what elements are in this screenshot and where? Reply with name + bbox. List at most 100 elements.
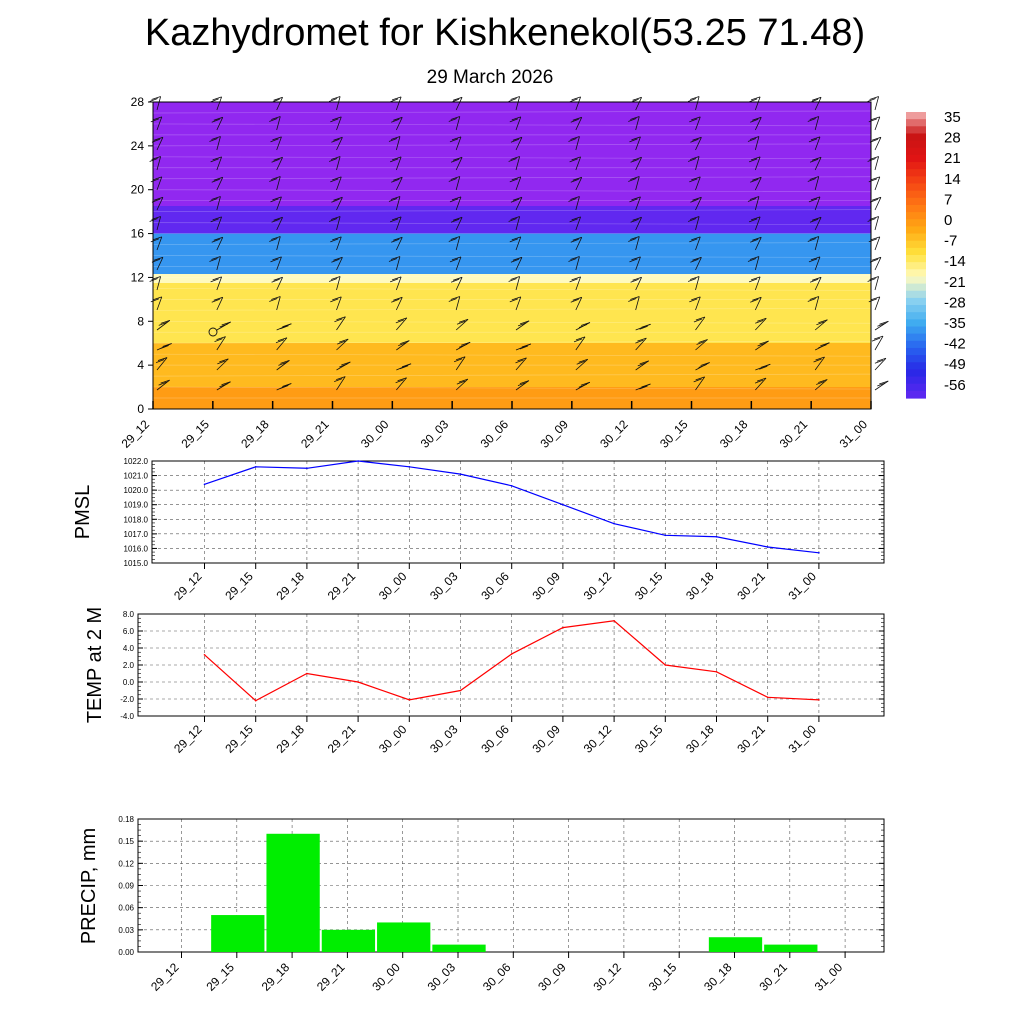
wind-barb-feather [689, 238, 698, 243]
wind-barb [515, 236, 522, 251]
wind-barb [336, 156, 341, 171]
wind-barb-feather [808, 198, 818, 203]
y-tick-label: 0.18 [118, 815, 134, 824]
wind-barb [754, 276, 761, 291]
wind-barb [156, 296, 163, 311]
wind-barb-feather [690, 258, 699, 263]
wind-barb [874, 176, 881, 191]
wind-barb-feather [877, 382, 886, 387]
wind-barb-feather [391, 118, 400, 123]
wind-barb [276, 157, 283, 171]
wind-barb-feather [752, 236, 762, 241]
wind-barb-feather [749, 136, 760, 140]
wind-barb-feather [269, 178, 278, 182]
isotherm-line [152, 209, 872, 212]
wind-barb-feather [448, 238, 457, 242]
wind-barb-feather [388, 258, 398, 262]
x-tick-label: 29_12 [171, 722, 205, 756]
wind-barb [874, 96, 880, 111]
x-tick-label: 29_15 [203, 960, 237, 994]
wind-barb-feather [330, 276, 341, 280]
wind-barb-feather [757, 317, 767, 322]
wind-barb [635, 337, 647, 351]
x-tick-label: 30_09 [535, 960, 569, 994]
x-tick-label: 30_03 [425, 960, 459, 994]
isotherm-line [152, 288, 872, 291]
wind-barb [635, 176, 640, 191]
colorbar-segment [906, 247, 926, 256]
wind-barb-feather [689, 156, 700, 160]
wind-barb [156, 379, 170, 391]
wind-barb-feather [750, 276, 761, 281]
wind-barb-feather [388, 198, 398, 202]
wind-barb [575, 276, 581, 291]
wind-barb-feather [628, 298, 637, 302]
wind-barb [336, 116, 342, 131]
wind-barb-feather [871, 337, 881, 342]
wind-barb [455, 157, 463, 171]
wind-barb [695, 376, 706, 391]
x-tick-label: 29_21 [314, 960, 348, 994]
isotherm-line [152, 242, 872, 245]
wind-barb-feather [690, 138, 699, 143]
wind-barb [515, 380, 530, 391]
wind-barb [336, 316, 346, 331]
wind-barb [575, 96, 581, 111]
wind-barb [695, 236, 701, 251]
wind-barb-feather [820, 342, 830, 347]
wind-barb-feather [876, 357, 887, 362]
isotherm-line [152, 373, 872, 377]
wind-barb-feather [391, 96, 402, 101]
wind-barb-feather [569, 98, 578, 103]
wind-barb [814, 217, 822, 231]
wind-barb [156, 236, 163, 251]
wind-barb-feather [511, 176, 521, 181]
chart-subtitle: 29 March 2026 [426, 67, 554, 88]
y-tick-label: 4 [137, 358, 144, 372]
x-tick-label: 29_15 [178, 417, 212, 451]
wind-barb-feather [449, 258, 459, 263]
y-tick-label: 1019.0 [124, 501, 149, 510]
wind-barb-feather [512, 196, 523, 201]
wind-barb [874, 197, 882, 211]
wind-barb [276, 256, 282, 271]
wind-barb-feather [630, 278, 639, 283]
wind-barb [395, 117, 403, 131]
y-tick-label: 16 [131, 227, 145, 241]
x-tick-label: 30_15 [646, 960, 680, 994]
data-point [818, 552, 820, 554]
isotherm-line [152, 123, 872, 127]
wind-barb-feather [397, 377, 407, 382]
wind-barb-feather [150, 298, 159, 303]
wind-barb-feather [752, 116, 762, 121]
wind-barb-feather [571, 96, 581, 101]
isotherm-line [152, 110, 872, 114]
cross-section-field [153, 102, 871, 409]
wind-barb-feather [756, 377, 767, 382]
wind-barb [755, 377, 767, 391]
colorbar-label: 21 [944, 150, 961, 167]
colorbar-segment [906, 190, 926, 199]
wind-barb [455, 196, 462, 211]
data-point [459, 473, 462, 475]
wind-barb [695, 339, 708, 351]
wind-barb [336, 176, 342, 191]
wind-barb-feather [809, 116, 819, 120]
colorbar-segment [906, 255, 926, 263]
x-tick-label: 29_12 [171, 569, 205, 603]
wind-barb-feather [693, 378, 702, 383]
wind-barb-feather [456, 380, 466, 385]
wind-barb-feather [689, 96, 700, 100]
wind-barb-feather [571, 276, 581, 281]
wind-barb [156, 96, 162, 111]
wind-barb-feather [512, 256, 523, 261]
wind-barb-feather [452, 156, 463, 161]
colorbar-label: -56 [944, 377, 966, 394]
wind-barb [695, 257, 702, 271]
wind-barb [336, 376, 346, 391]
wind-barb [754, 136, 760, 151]
colorbar-segment [906, 305, 926, 313]
wind-barb [814, 379, 828, 391]
wind-barb [156, 320, 171, 331]
wind-barb [814, 319, 828, 331]
